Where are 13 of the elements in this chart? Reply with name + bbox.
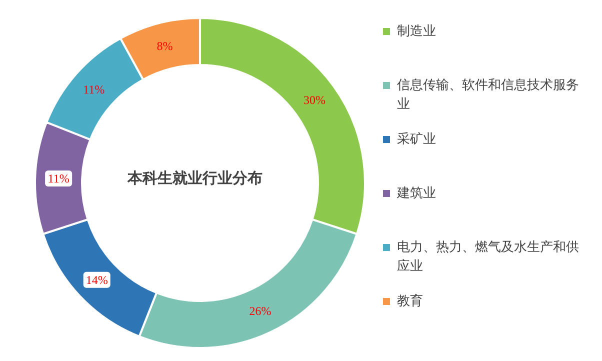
legend-label: 建筑业 [397, 185, 436, 203]
data-label: 11% [48, 172, 70, 186]
legend-label: 采矿业 [397, 131, 436, 149]
text: 本科生就业行业分布 [126, 169, 262, 187]
legend-label: 教育 [397, 292, 423, 311]
data-label: 8% [156, 38, 173, 53]
legend-label: 电力、热力、燃气及水生产和供应业 [397, 239, 579, 276]
data-label: 14% [86, 272, 108, 287]
data-label: 26% [249, 304, 272, 318]
data-label: 11% [83, 82, 105, 96]
legend-label: 制造业 [397, 23, 436, 41]
legend-label: 信息传输、软件和信息技术服务业 [397, 77, 579, 114]
data-label: 30% [303, 92, 326, 107]
